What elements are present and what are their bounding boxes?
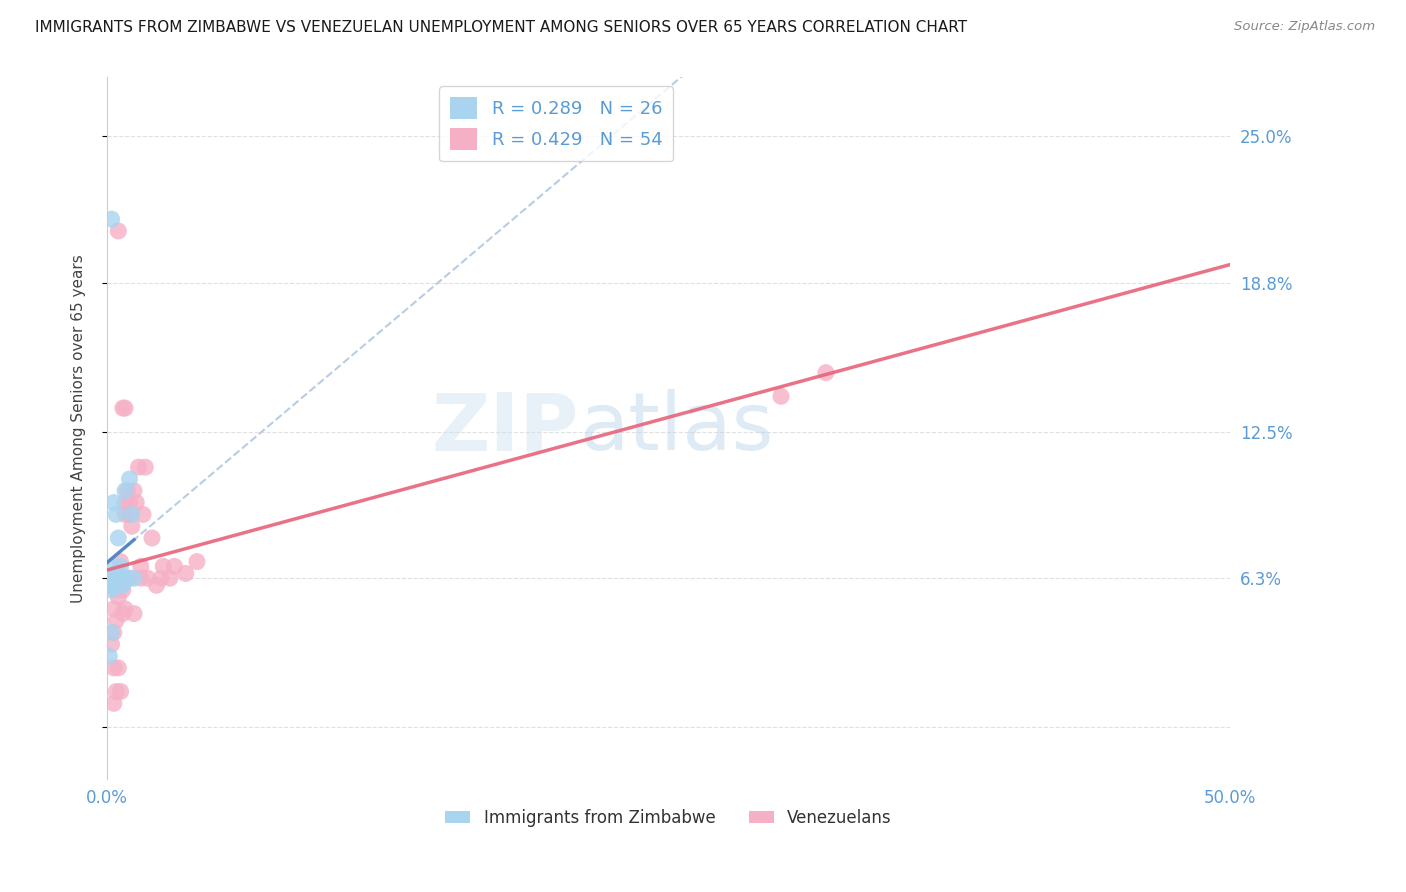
Point [105,684,128,698]
Point [814,366,837,380]
Point [132,508,155,522]
Point [103,559,125,574]
Point [103,571,125,585]
Point [122,571,145,585]
Point [103,696,125,710]
Point [111,582,134,597]
Point [107,590,129,604]
Point [107,578,129,592]
Point [110,555,132,569]
Point [122,607,145,621]
Point [105,582,128,597]
Point [111,578,134,592]
Point [141,531,163,545]
Text: IMMIGRANTS FROM ZIMBABWE VS VENEZUELAN UNEMPLOYMENT AMONG SENIORS OVER 65 YEARS : IMMIGRANTS FROM ZIMBABWE VS VENEZUELAN U… [35,20,967,35]
Point [100,571,122,585]
Point [114,401,136,416]
Point [117,483,139,498]
Point [107,531,129,545]
Point [98,578,121,592]
Point [128,460,150,475]
Point [122,483,145,498]
Point [114,508,136,522]
Point [107,661,129,675]
Point [107,571,129,585]
Point [118,508,141,522]
Point [107,224,129,238]
Point [105,566,128,581]
Y-axis label: Unemployment Among Seniors over 65 years: Unemployment Among Seniors over 65 years [72,254,86,603]
Point [149,571,172,585]
Point [103,578,125,592]
Point [100,582,122,597]
Point [163,559,186,574]
Point [118,495,141,509]
Point [125,495,148,509]
Point [110,578,132,592]
Text: atlas: atlas [579,389,773,467]
Point [152,559,174,574]
Text: ZIP: ZIP [432,389,579,467]
Point [105,571,128,585]
Point [129,559,152,574]
Point [136,571,159,585]
Legend: Immigrants from Zimbabwe, Venezuelans: Immigrants from Zimbabwe, Venezuelans [439,803,898,834]
Point [769,389,792,403]
Point [98,571,121,585]
Point [121,508,143,522]
Point [114,602,136,616]
Point [103,602,125,616]
Point [117,571,139,585]
Point [98,649,121,664]
Point [114,571,136,585]
Point [103,571,125,585]
Point [114,483,136,498]
Point [159,571,181,585]
Point [103,495,125,509]
Point [145,578,167,592]
Point [110,559,132,574]
Point [107,578,129,592]
Point [100,212,122,227]
Point [111,607,134,621]
Point [111,571,134,585]
Point [100,625,122,640]
Point [103,661,125,675]
Point [107,571,129,585]
Point [114,495,136,509]
Point [129,571,152,585]
Point [118,472,141,486]
Point [111,401,134,416]
Point [174,566,197,581]
Point [118,571,141,585]
Point [111,571,134,585]
Point [110,571,132,585]
Point [105,508,128,522]
Point [100,571,122,585]
Point [105,614,128,628]
Point [110,684,132,698]
Text: Source: ZipAtlas.com: Source: ZipAtlas.com [1234,20,1375,33]
Point [110,571,132,585]
Point [134,460,156,475]
Point [105,571,128,585]
Point [186,555,208,569]
Point [117,571,139,585]
Point [100,637,122,651]
Point [103,625,125,640]
Point [121,519,143,533]
